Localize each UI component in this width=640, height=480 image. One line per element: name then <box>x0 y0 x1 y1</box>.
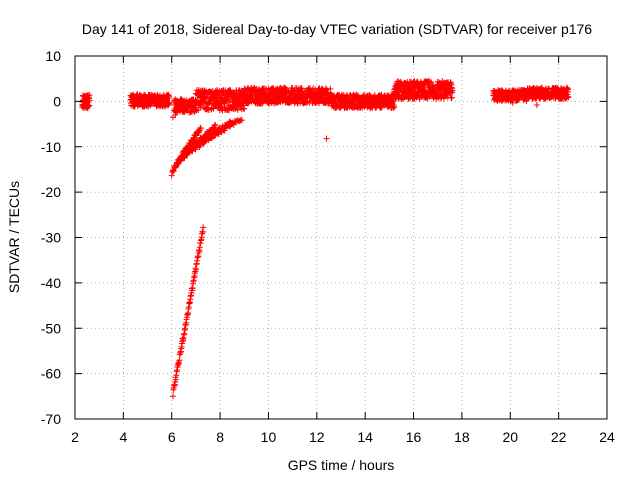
data-point <box>390 104 397 111</box>
data-point <box>420 83 427 90</box>
data-points <box>79 77 572 400</box>
y-tick-label: -50 <box>41 320 61 336</box>
data-point <box>200 224 207 231</box>
data-point <box>206 133 213 140</box>
x-tick-label: 22 <box>551 429 567 445</box>
data-point <box>533 102 540 109</box>
x-tick-label: 4 <box>119 429 127 445</box>
x-tick-label: 6 <box>168 429 176 445</box>
grid-lines <box>75 56 607 419</box>
x-tick-label: 8 <box>216 429 224 445</box>
data-point <box>229 120 236 127</box>
data-point <box>181 155 188 162</box>
x-tick-label: 14 <box>357 429 373 445</box>
data-point <box>182 326 189 333</box>
data-point <box>509 99 516 106</box>
y-axis-label: SDTVAR / TECUs <box>6 181 22 293</box>
data-point <box>212 121 219 128</box>
data-point <box>176 357 183 364</box>
data-point <box>214 128 221 135</box>
data-point <box>172 111 179 118</box>
data-point <box>220 125 227 132</box>
y-tick-label: -20 <box>41 184 61 200</box>
data-point <box>298 85 305 92</box>
data-point <box>217 103 224 110</box>
data-point <box>166 99 173 106</box>
data-point <box>211 122 218 129</box>
x-axis-label: GPS time / hours <box>288 457 395 473</box>
data-point <box>323 135 330 142</box>
data-point <box>199 99 206 106</box>
data-point <box>327 85 334 92</box>
data-point <box>427 79 434 86</box>
x-tick-label: 2 <box>71 429 79 445</box>
x-tick-label: 18 <box>454 429 470 445</box>
chart-title: Day 141 of 2018, Sidereal Day-to-day VTE… <box>82 21 592 37</box>
y-tick-label: 10 <box>45 48 61 64</box>
data-point <box>192 266 199 273</box>
y-tick-label: 0 <box>53 93 61 109</box>
y-tick-label: -10 <box>41 139 61 155</box>
data-point <box>449 89 456 96</box>
x-tick-label: 24 <box>599 429 615 445</box>
data-point <box>196 139 203 146</box>
data-point <box>86 92 93 99</box>
data-point <box>241 105 248 112</box>
y-tick-label: -30 <box>41 230 61 246</box>
y-tick-label: -40 <box>41 275 61 291</box>
x-tick-label: 20 <box>502 429 518 445</box>
y-tick-label: -60 <box>41 366 61 382</box>
y-tick-labels: 10 0 -10 -20 -30 -40 -50 -60 -70 <box>41 48 61 427</box>
data-point <box>238 117 245 124</box>
x-tick-label: 10 <box>261 429 277 445</box>
data-point <box>197 125 204 132</box>
x-tick-labels: 2 4 6 8 10 12 14 16 18 20 22 24 <box>71 429 615 445</box>
data-point <box>86 97 93 104</box>
data-point <box>565 94 572 101</box>
data-point <box>391 104 398 111</box>
data-point <box>197 104 204 111</box>
axis-ticks <box>74 55 608 420</box>
data-point <box>86 102 93 109</box>
data-point <box>564 86 571 93</box>
y-tick-label: -70 <box>41 411 61 427</box>
x-tick-label: 12 <box>309 429 325 445</box>
data-point <box>169 393 176 400</box>
data-point <box>448 94 455 101</box>
x-tick-label: 16 <box>406 429 422 445</box>
